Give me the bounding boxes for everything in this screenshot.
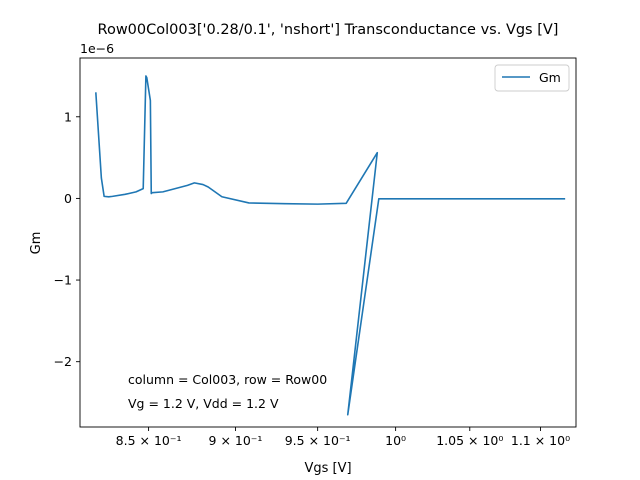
x-tick-label: 8.5 × 10⁻¹ (116, 433, 182, 448)
legend-box (494, 64, 570, 92)
y-tick-label: 1 (64, 109, 72, 124)
x-tick-label: 1.1 × 10⁰ (511, 433, 570, 448)
x-tick-label: 9 × 10⁻¹ (209, 433, 263, 448)
x-tick-label: 9.5 × 10⁻¹ (285, 433, 351, 448)
legend-label: Gm (539, 70, 561, 85)
y-tick-label: 0 (64, 191, 72, 206)
annotation-column-row: column = Col003, row = Row00 (128, 372, 327, 387)
x-tick-label: 10⁰ (385, 433, 406, 448)
y-tick-label: −2 (54, 354, 72, 369)
y-axis-label: Gm (29, 232, 44, 255)
axes-frame (79, 57, 577, 428)
series-line-gm (95, 75, 566, 416)
legend: Gm (494, 64, 570, 92)
x-axis: 8.5 × 10⁻¹ 9 × 10⁻¹ 9.5 × 10⁻¹ 10⁰ 1.05 × 10… (116, 427, 570, 448)
y-offset-label: 1e−6 (80, 41, 114, 56)
x-axis-label: Vgs [V] (304, 461, 351, 476)
x-tick-label: 1.05 × 10⁰ (436, 433, 503, 448)
y-axis: −2 −1 0 1 (54, 109, 80, 369)
chart-title: Row00Col003['0.28/0.1', 'nshort'] Transc… (98, 22, 559, 38)
y-tick-label: −1 (54, 273, 72, 288)
annotation-voltages: Vg = 1.2 V, Vdd = 1.2 V (128, 396, 279, 411)
